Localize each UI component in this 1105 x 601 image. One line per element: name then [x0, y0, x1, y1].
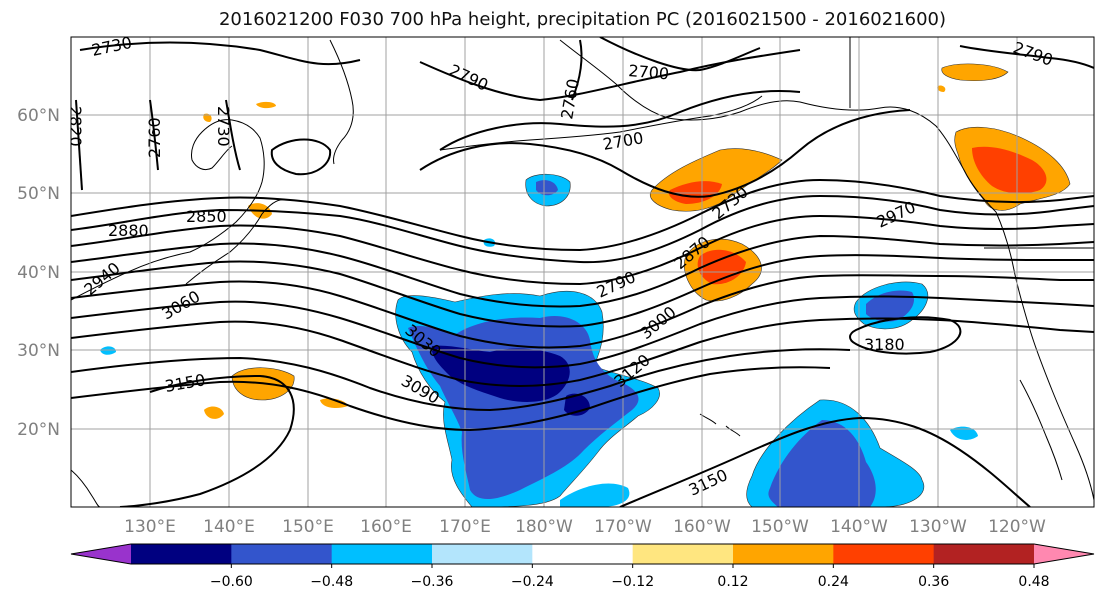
lat-label: 60°N [17, 106, 60, 126]
kamchatka-coastline [329, 39, 354, 165]
precip-region-north-pacific-jet-core [697, 249, 746, 285]
japan-coastline [185, 199, 287, 285]
colorbar-extend-high [1034, 544, 1094, 564]
contour-3090 [71, 348, 851, 412]
colorbar-tick-label: −0.36 [411, 574, 454, 590]
alaska-coastline [559, 39, 997, 213]
graticule [71, 37, 1094, 507]
colorbar-extend-low [71, 544, 131, 564]
colorbar-tick-label: 0.12 [717, 574, 748, 590]
contour-2730-gulf [419, 109, 911, 198]
lon-label: 150°W [751, 517, 809, 537]
colorbar-segment [432, 544, 533, 564]
contour-3120 [71, 366, 831, 432]
precip-region-west-pacific-dot [320, 398, 348, 408]
colorbar-tick-label: −0.48 [310, 574, 353, 590]
philippines-coastline [71, 469, 101, 507]
contour-2730-north [79, 41, 361, 66]
contour-2970 [71, 254, 1094, 328]
precip-region-east-china-sea [100, 346, 116, 355]
lat-label: 20°N [17, 420, 60, 440]
precip-region-british-columbia-core [972, 146, 1047, 194]
colorbar-tick-label: −0.12 [611, 574, 654, 590]
contour-label: 2760 [145, 117, 164, 158]
north-america-coastline [995, 211, 1094, 501]
colorbar: −0.60 −0.48 −0.36 −0.24 −0.12 0.12 0.24 0.36 0.4… [70, 543, 1095, 590]
lon-label: 140°E [203, 517, 255, 537]
lon-label: 130°W [909, 517, 967, 537]
longitude-labels: 130°E 140°E 150°E 160°E 170°E 180°W 170°… [124, 517, 1046, 537]
contour-label: 2850 [186, 207, 227, 226]
precip-region-east-pacific-south [560, 483, 630, 507]
lon-label: 160°E [360, 517, 412, 537]
precip-positive-anomaly [203, 63, 1071, 419]
lat-label: 40°N [17, 263, 60, 283]
precip-region-west-pacific-small [204, 406, 224, 419]
precip-region-hawaii-east-mid [866, 290, 915, 322]
lon-label: 170°E [439, 517, 491, 537]
contour-2790-northeast [959, 45, 1094, 69]
contour-label: 3180 [864, 335, 905, 354]
precip-negative-anomaly [100, 173, 978, 507]
lon-label: 120°W [988, 517, 1046, 537]
colorbar-tick-label: 0.24 [818, 574, 849, 590]
precip-region-alaska-north [941, 63, 1009, 82]
contour-2760-west [149, 99, 159, 171]
colorbar-tick-label: −0.24 [511, 574, 554, 590]
lon-label: 150°E [282, 517, 334, 537]
colorbar-segment [933, 544, 1035, 564]
colorbar-segment [131, 544, 232, 564]
contour-2700-aleutian [439, 89, 801, 151]
colorbar-segment [231, 544, 333, 564]
lat-label: 50°N [17, 184, 60, 204]
precip-region-north-pacific-mid [536, 180, 558, 196]
lon-label: 140°W [830, 517, 888, 537]
contour-2940 [71, 234, 1094, 308]
asia-coastline [71, 119, 265, 301]
precip-region-kamchatka-dot [256, 101, 276, 109]
contour-label: 2730 [214, 106, 233, 147]
contour-label: 2820 [66, 106, 85, 147]
contour-2910 [71, 214, 1094, 286]
contour-2700-north [599, 37, 761, 72]
baja-coastline [1019, 379, 1063, 481]
lon-label: 130°E [124, 517, 176, 537]
contour-label: 2700 [628, 61, 670, 83]
colorbar-segment [833, 544, 935, 564]
precip-region-mexico [950, 426, 978, 440]
contour-2790-north [419, 49, 801, 102]
lon-label: 180°W [515, 517, 573, 537]
lon-label: 160°W [673, 517, 731, 537]
contour-3000 [71, 274, 1094, 349]
contour-2850 [71, 178, 1094, 252]
contour-2880-band [71, 194, 1094, 264]
precip-region-siberia-dot [203, 113, 212, 122]
lat-label: 30°N [17, 341, 60, 361]
colorbar-tick-label: 0.36 [918, 574, 949, 590]
colorbar-tick-label: 0.48 [1018, 574, 1049, 590]
contour-3180-loop [849, 316, 962, 355]
contour-2760-loop [571, 39, 583, 101]
colorbar-tick-label: −0.60 [210, 574, 253, 590]
contour-2700-loop [270, 138, 332, 176]
height-contours [71, 37, 1094, 507]
contour-2730-west [225, 99, 241, 171]
contour-label: 2880 [108, 221, 149, 240]
colorbar-segment [331, 544, 433, 564]
plot-frame [70, 36, 1095, 508]
lon-label: 170°W [594, 517, 652, 537]
map-title: 2016021200 F030 700 hPa height, precipit… [218, 9, 947, 30]
colorbar-segment [733, 544, 834, 564]
colorbar-segment [532, 544, 634, 564]
colorbar-segment [632, 544, 734, 564]
contour-3150-west [119, 374, 295, 507]
contour-3030 [71, 295, 1094, 369]
precip-region-east-pacific-mid [768, 420, 876, 507]
contour-3150-east [619, 416, 1031, 507]
colorbar-outline [70, 543, 1095, 565]
precip-region-alaska-dot [937, 85, 946, 92]
contour-2820-west [75, 99, 83, 191]
latitude-labels: 20°N 30°N 40°N 50°N 60°N [17, 106, 60, 440]
